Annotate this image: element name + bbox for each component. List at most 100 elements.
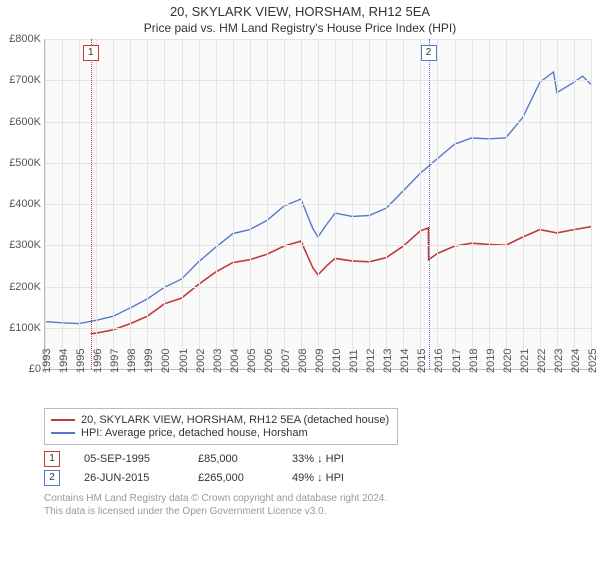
x-axis-label: 2017 (451, 349, 463, 373)
y-axis-label: £700K (9, 74, 45, 86)
sales-date: 05-SEP-1995 (84, 453, 174, 465)
x-axis-label: 2002 (195, 349, 207, 373)
y-axis-label: £400K (9, 198, 45, 210)
gridline-v (403, 39, 404, 369)
sales-row: 226-JUN-2015£265,00049% ↓ HPI (44, 470, 590, 486)
sales-row: 1 05-SEP-1995 £85,000 33% ↓ HPI (44, 451, 590, 467)
gridline-v (506, 39, 507, 369)
gridline-v (113, 39, 114, 369)
x-axis-label: 2021 (519, 349, 531, 373)
x-axis-label: 2003 (212, 349, 224, 373)
chart-title: 20, SKYLARK VIEW, HORSHAM, RH12 5EA (0, 4, 600, 19)
gridline-v (250, 39, 251, 369)
x-axis-label: 2018 (468, 349, 480, 373)
gridline-v (267, 39, 268, 369)
x-axis-label: 2014 (399, 349, 411, 373)
x-axis-label: 2019 (485, 349, 497, 373)
gridline-v (284, 39, 285, 369)
x-axis-label: 1999 (143, 349, 155, 373)
y-axis-label: £300K (9, 239, 45, 251)
gridline-v (472, 39, 473, 369)
gridline-v (523, 39, 524, 369)
gridline-v (216, 39, 217, 369)
gridline-v (79, 39, 80, 369)
chart-subtitle: Price paid vs. HM Land Registry's House … (0, 21, 600, 35)
legend-label: HPI: Average price, detached house, Hors… (81, 427, 308, 439)
sales-table: 1 05-SEP-1995 £85,000 33% ↓ HPI 2 26-JUN-2015… (44, 451, 590, 486)
gridline-v (318, 39, 319, 369)
sales-hpi: 33% ↓ HPI (292, 453, 382, 465)
x-axis-label: 2005 (246, 349, 258, 373)
marker-line (429, 39, 430, 369)
legend-swatch (51, 432, 75, 434)
y-axis-label: £500K (9, 157, 45, 169)
x-axis-label: 2023 (553, 349, 565, 373)
gridline-v (540, 39, 541, 369)
gridline-v (301, 39, 302, 369)
sales-badge: 2 (44, 470, 60, 486)
y-axis-label: £800K (9, 33, 45, 45)
gridline-v (557, 39, 558, 369)
x-axis-label: 2009 (314, 349, 326, 373)
x-axis-label: 2004 (229, 349, 241, 373)
y-axis-label: £600K (9, 116, 45, 128)
x-axis-label: 2010 (331, 349, 343, 373)
x-axis-label: 2024 (570, 349, 582, 373)
y-axis-label: £200K (9, 281, 45, 293)
gridline-v (489, 39, 490, 369)
x-axis-label: 1997 (109, 349, 121, 373)
sales-price: £85,000 (198, 453, 268, 465)
gridline-v (420, 39, 421, 369)
gridline-v (574, 39, 575, 369)
y-axis-label: £100K (9, 322, 45, 334)
gridline-v (437, 39, 438, 369)
gridline-v (182, 39, 183, 369)
series-price_paid (91, 227, 591, 334)
x-axis-label: 2022 (536, 349, 548, 373)
x-axis-label: 1993 (41, 349, 53, 373)
x-axis-label: 1998 (126, 349, 138, 373)
gridline-v (164, 39, 165, 369)
x-axis-label: 2020 (502, 349, 514, 373)
x-axis-label: 1996 (92, 349, 104, 373)
footer-line: This data is licensed under the Open Gov… (44, 505, 590, 518)
x-axis-label: 2013 (382, 349, 394, 373)
gridline-v (62, 39, 63, 369)
gridline-v (130, 39, 131, 369)
gridline-v (45, 39, 46, 369)
x-axis-label: 2015 (416, 349, 428, 373)
gridline-v (335, 39, 336, 369)
marker-badge: 2 (421, 45, 437, 61)
gridline-v (591, 39, 592, 369)
legend-row: 20, SKYLARK VIEW, HORSHAM, RH12 5EA (det… (51, 414, 391, 426)
x-axis-label: 2000 (160, 349, 172, 373)
x-axis-label: 1994 (58, 349, 70, 373)
chart-area: £0£100K£200K£300K£400K£500K£600K£700K£80… (44, 39, 591, 370)
x-axis-label: 2016 (433, 349, 445, 373)
sales-date: 26-JUN-2015 (84, 472, 174, 484)
x-axis-label: 2025 (587, 349, 599, 373)
x-axis-label: 2012 (365, 349, 377, 373)
marker-line (91, 39, 92, 369)
gridline-v (386, 39, 387, 369)
x-axis-label: 1995 (75, 349, 87, 373)
footer-line: Contains HM Land Registry data © Crown c… (44, 492, 590, 505)
footer: Contains HM Land Registry data © Crown c… (44, 492, 590, 518)
x-axis-label: 2011 (348, 349, 360, 373)
gridline-v (199, 39, 200, 369)
x-axis-label: 2001 (178, 349, 190, 373)
sales-price: £265,000 (198, 472, 268, 484)
legend-swatch (51, 419, 75, 421)
chart-container: 20, SKYLARK VIEW, HORSHAM, RH12 5EA Pric… (0, 4, 600, 564)
gridline-v (455, 39, 456, 369)
sales-badge: 1 (44, 451, 60, 467)
legend-label: 20, SKYLARK VIEW, HORSHAM, RH12 5EA (det… (81, 414, 389, 426)
legend: 20, SKYLARK VIEW, HORSHAM, RH12 5EA (det… (44, 408, 398, 445)
gridline-v (369, 39, 370, 369)
gridline-v (233, 39, 234, 369)
gridline-v (147, 39, 148, 369)
x-axis-label: 2007 (280, 349, 292, 373)
x-axis-label: 2008 (297, 349, 309, 373)
marker-badge: 1 (83, 45, 99, 61)
legend-row: HPI: Average price, detached house, Hors… (51, 427, 391, 439)
